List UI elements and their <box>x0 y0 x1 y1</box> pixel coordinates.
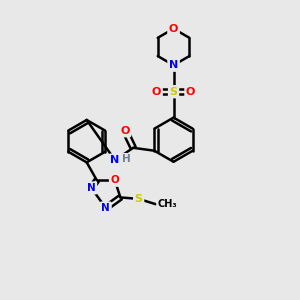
Text: S: S <box>169 87 178 97</box>
Text: O: O <box>120 126 130 136</box>
Text: O: O <box>110 175 119 185</box>
Text: N: N <box>87 183 96 193</box>
Text: N: N <box>169 60 178 70</box>
Text: O: O <box>186 87 195 97</box>
Text: O: O <box>169 24 178 34</box>
Text: S: S <box>135 194 143 204</box>
Text: CH₃: CH₃ <box>157 199 177 209</box>
Text: O: O <box>152 87 161 97</box>
Text: N: N <box>110 155 120 165</box>
Text: N: N <box>101 203 110 213</box>
Text: H: H <box>122 154 130 164</box>
